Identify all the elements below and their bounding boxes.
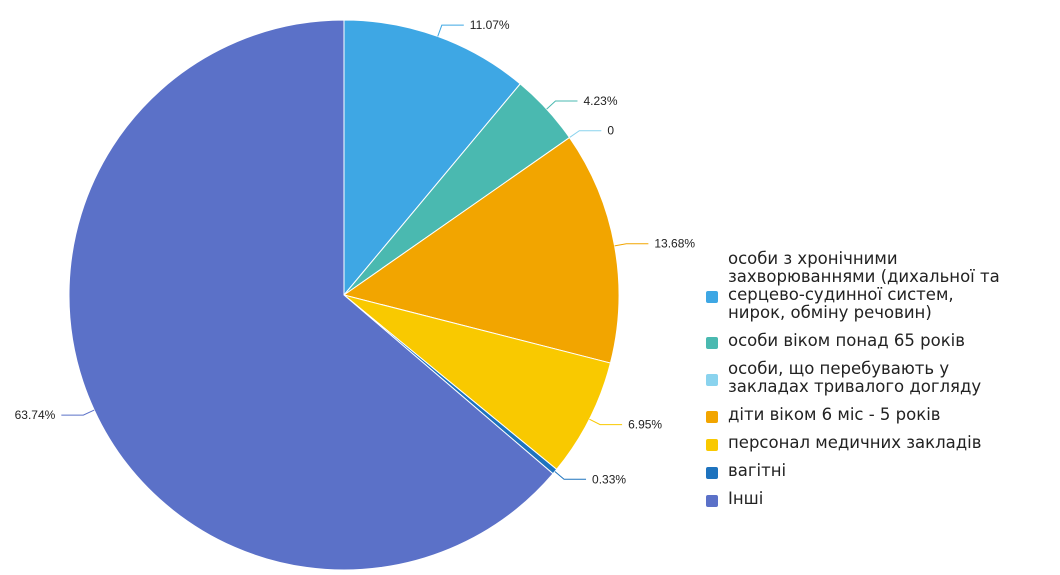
legend-item: особи з хронічними захворюваннями (дихал… [706,250,1060,322]
legend-swatch [706,439,718,451]
legend-swatch [706,411,718,423]
legend-swatch [706,291,718,303]
leader-line [569,130,602,138]
legend-item: особи, що перебувають у закладах тривало… [706,360,1060,396]
slice-value-label: 0.33% [592,472,626,486]
pie-slice [343,294,612,471]
slice-value-label: 6.95% [628,418,662,432]
leader-line [61,409,95,416]
legend-item: вагітні [706,462,1060,480]
slice-value-label: 0 [607,124,614,138]
legend-item: особи віком понад 65 років [706,332,1060,350]
legend: особи з хронічними захворюваннями (дихал… [706,250,1060,518]
legend-label: особи з хронічними захворюваннями (дихал… [728,249,1000,322]
leader-line [437,24,464,37]
legend-swatch [706,495,718,507]
leader-line [614,243,649,247]
legend-item: персонал медичних закладів [706,434,1060,452]
leader-line [589,418,623,426]
legend-label: вагітні [728,461,787,480]
pie-chart: 11.07% 4.23% 0 13.68% 6.95% 0.33% 63.74% [15,18,695,571]
leader-line [546,100,578,110]
legend-swatch [706,374,718,386]
slice-value-label: 63.74% [15,408,56,422]
legend-label: діти віком 6 міс - 5 років [728,405,941,424]
slice-value-label: 13.68% [654,237,695,251]
legend-label: особи, що перебувають у закладах тривало… [728,359,982,396]
legend-item: Інші [706,490,1060,508]
legend-swatch [706,467,718,479]
legend-swatch [706,337,718,349]
legend-item: діти віком 6 міс - 5 років [706,406,1060,424]
legend-label: особи віком понад 65 років [728,331,965,350]
legend-label: Інші [728,489,764,508]
legend-label: персонал медичних закладів [728,433,982,452]
slice-value-label: 11.07% [470,18,510,32]
slice-value-label: 4.23% [583,94,617,108]
leader-line [554,471,587,480]
